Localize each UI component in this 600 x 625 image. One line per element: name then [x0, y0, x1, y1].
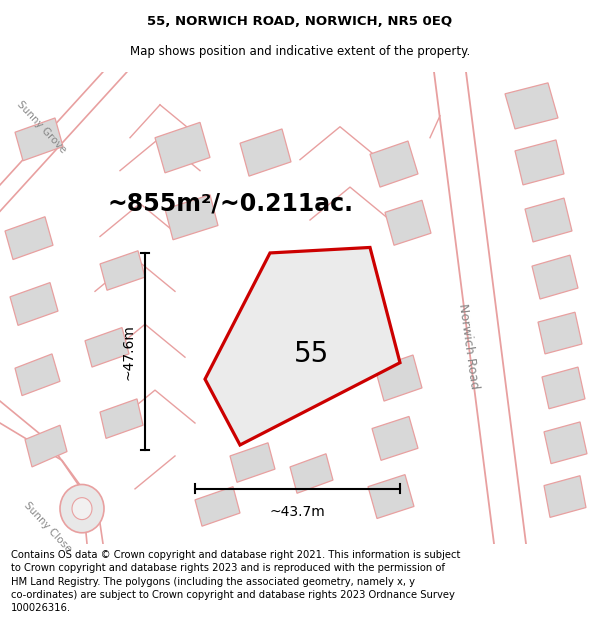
- Polygon shape: [542, 367, 585, 409]
- Circle shape: [72, 498, 92, 519]
- Polygon shape: [5, 217, 53, 259]
- Text: ~47.6m: ~47.6m: [121, 324, 135, 379]
- Polygon shape: [372, 416, 418, 461]
- Polygon shape: [15, 354, 60, 396]
- Polygon shape: [370, 141, 418, 187]
- Polygon shape: [538, 312, 582, 354]
- Polygon shape: [195, 487, 240, 526]
- Text: Map shows position and indicative extent of the property.: Map shows position and indicative extent…: [130, 45, 470, 58]
- Text: 55: 55: [295, 340, 329, 368]
- Text: Sunny Grove: Sunny Grove: [16, 99, 68, 154]
- Polygon shape: [165, 195, 218, 240]
- Text: Contains OS data © Crown copyright and database right 2021. This information is : Contains OS data © Crown copyright and d…: [11, 550, 460, 613]
- Polygon shape: [155, 122, 210, 173]
- Polygon shape: [375, 355, 422, 401]
- Polygon shape: [525, 198, 572, 242]
- Circle shape: [60, 484, 104, 532]
- Text: 55, NORWICH ROAD, NORWICH, NR5 0EQ: 55, NORWICH ROAD, NORWICH, NR5 0EQ: [148, 15, 452, 28]
- Text: Norwich Road: Norwich Road: [455, 302, 481, 390]
- Polygon shape: [385, 200, 431, 245]
- Polygon shape: [15, 118, 63, 161]
- Polygon shape: [205, 248, 400, 445]
- Polygon shape: [532, 255, 578, 299]
- Polygon shape: [230, 442, 275, 483]
- Text: ~855m²/~0.211ac.: ~855m²/~0.211ac.: [107, 191, 353, 216]
- Polygon shape: [85, 328, 129, 367]
- Polygon shape: [505, 83, 558, 129]
- Polygon shape: [515, 140, 564, 185]
- Polygon shape: [10, 282, 58, 326]
- Polygon shape: [290, 454, 333, 493]
- Polygon shape: [368, 474, 414, 519]
- Polygon shape: [100, 251, 145, 290]
- Polygon shape: [240, 129, 291, 176]
- Text: ~43.7m: ~43.7m: [269, 506, 325, 519]
- Polygon shape: [100, 399, 143, 438]
- Polygon shape: [544, 476, 586, 518]
- Polygon shape: [25, 425, 67, 467]
- Text: Sunny Close: Sunny Close: [22, 500, 74, 554]
- Polygon shape: [544, 422, 587, 464]
